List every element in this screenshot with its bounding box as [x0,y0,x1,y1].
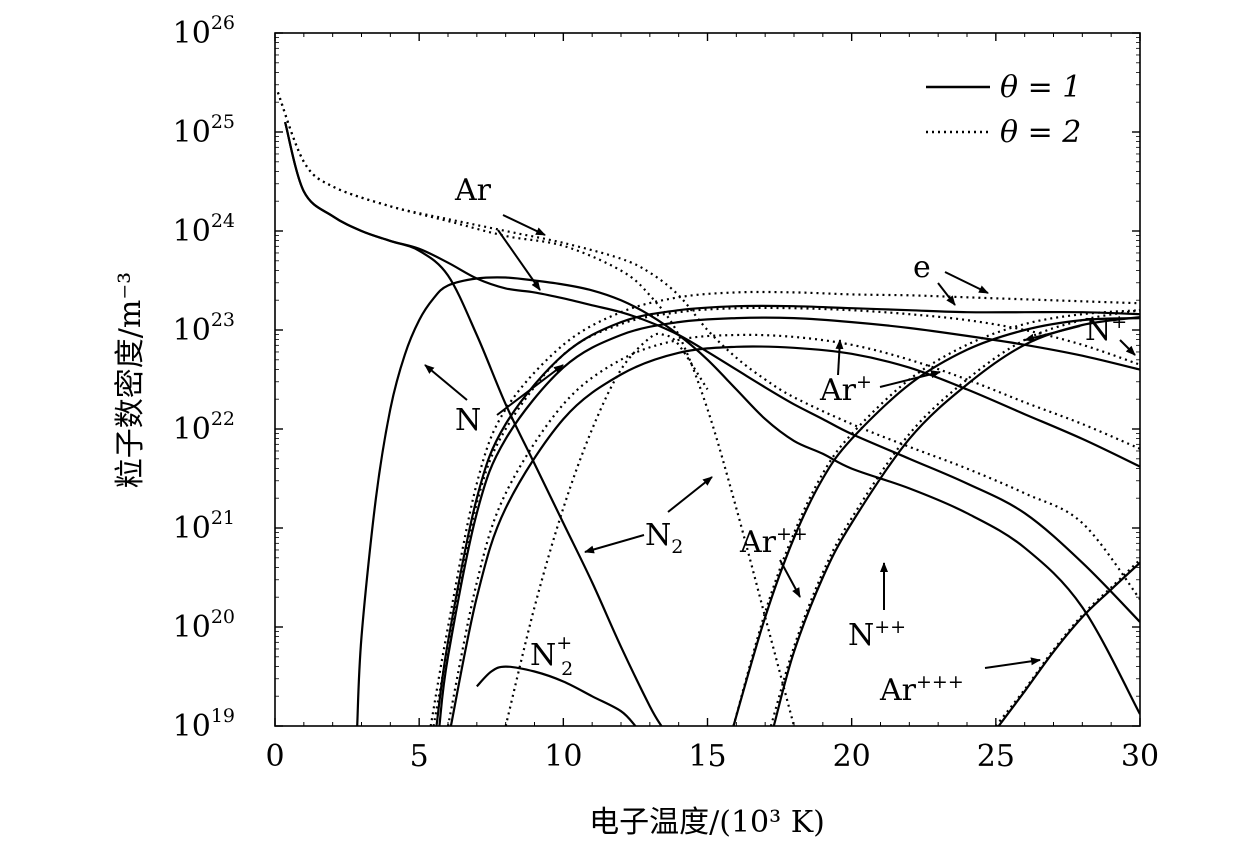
x-tick-label: 20 [833,739,871,774]
x-tick-label: 25 [977,739,1015,774]
annotation-arrow [497,229,541,291]
legend: θ = 1 θ = 2 [926,70,1081,150]
annotation-label: Ar+ [819,371,872,408]
annotation-label: N [455,403,481,438]
annotation-label: N++ [848,616,906,653]
y-axis-label: 粒子数密度/m⁻³ [113,272,148,488]
series-e-theta1 [435,304,1140,726]
annotation-arrow [424,364,468,401]
annotation-arrow [937,282,956,306]
y-tick-label: 1022 [173,408,235,447]
annotation-label: Ar+++ [879,671,964,708]
x-tick-label: 0 [265,739,284,774]
annotation-label: e [913,250,931,285]
series-arplusplus-theta1 [732,317,1140,726]
annotation-arrow [944,271,989,294]
curves [276,92,1140,726]
y-tick-label: 1023 [173,309,235,348]
annotation-label: N+ 2 [530,632,573,680]
annotation-arrow [879,370,941,388]
y-tick-label: 1021 [173,507,235,546]
annotation-arrow [667,476,713,513]
x-tick-label: 10 [544,739,582,774]
x-tick-label: 30 [1121,739,1159,774]
series-n2plus-theta1 [475,665,637,726]
y-tick-label: 1020 [173,606,235,645]
series-arplusplusplus-theta1 [997,561,1140,726]
x-tick-label: 5 [410,739,429,774]
annotation-arrow [835,339,844,376]
series-arplus-theta2 [446,333,1140,726]
annotation-arrow [1024,325,1081,342]
y-tick-label: 1024 [173,210,235,249]
series-arplusplusplus-theta2 [994,558,1140,726]
y-tick-label: 1025 [173,111,235,150]
x-axis-label: 电子温度/(10³ K) [589,805,825,840]
y-tick-label: 1026 [173,12,235,51]
annotation-arrow [1119,339,1136,356]
annotation-label: Ar [454,173,492,208]
tick-labels: 0 5 10 15 20 25 30 1019 1020 1021 1022 1023 1024 1025… [173,12,1159,774]
series-n-theta2 [276,92,796,726]
annotation-arrow [584,534,645,554]
annotation-arrow [496,364,564,416]
annotation-arrows [424,214,1136,669]
annotation-label: N2 [645,518,683,558]
legend-label: θ = 2 [1000,115,1081,150]
x-tick-label: 15 [688,739,726,774]
series-n2plus-theta2 [504,332,709,726]
series-arplus-theta1 [449,345,1140,726]
series-n2-theta1 [356,276,1140,726]
annotation-label: N+ [1085,311,1127,348]
series-nplusplus-theta2 [769,309,1140,726]
annotation-label: Ar++ [739,523,808,560]
legend-label: θ = 1 [1000,70,1081,105]
axis-ticks [274,32,1141,727]
annotation-arrow [779,559,801,598]
series-nplus-theta1 [438,316,1140,726]
y-tick-label: 1019 [173,705,235,744]
series-ar-theta1 [284,121,1140,623]
annotation-arrow [502,214,546,236]
annotation-arrow [984,657,1041,669]
